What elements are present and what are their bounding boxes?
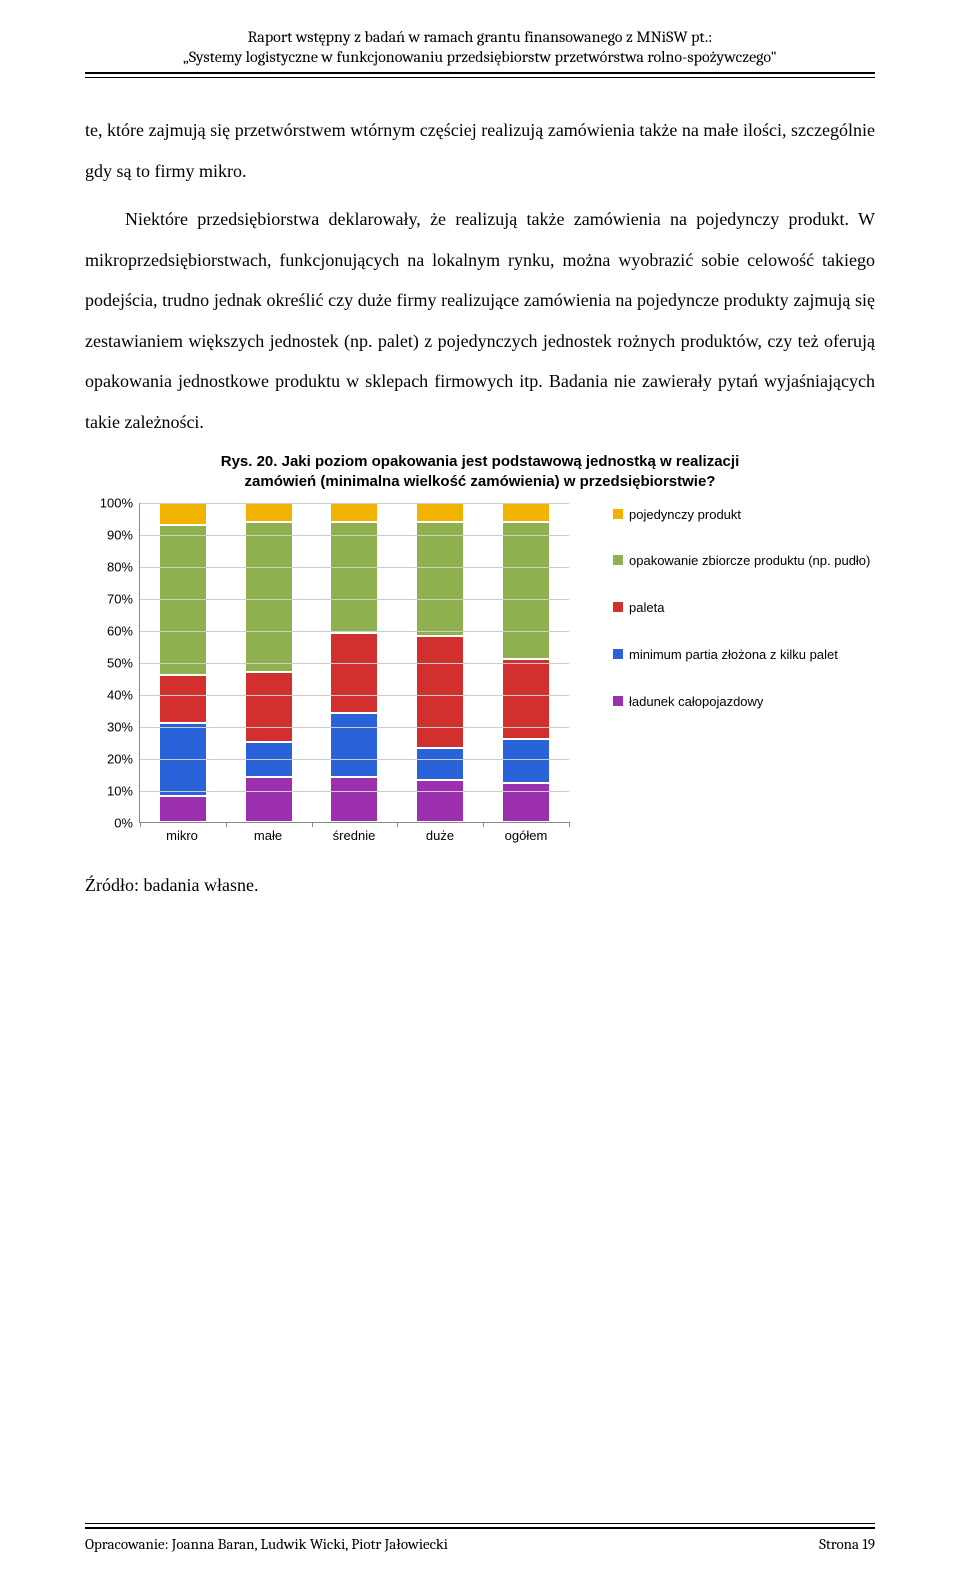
- body-paragraph-2: Niektóre przedsiębiorstwa deklarowały, ż…: [85, 199, 875, 442]
- grid-line: [140, 599, 569, 600]
- grid-line: [140, 503, 569, 504]
- bar-segment: [245, 672, 293, 742]
- y-tick-label: 40%: [107, 687, 133, 702]
- grid-line: [140, 567, 569, 568]
- y-tick-label: 80%: [107, 559, 133, 574]
- bar-segment: [159, 525, 207, 675]
- source-note: Źródło: badania własne.: [85, 875, 875, 896]
- plot-inner: [139, 503, 569, 823]
- legend-swatch: [613, 649, 623, 659]
- x-label: średnie: [324, 828, 384, 843]
- y-tick-label: 90%: [107, 527, 133, 542]
- bar-segment: [416, 780, 464, 821]
- bar-segment: [330, 633, 378, 713]
- grid-line: [140, 695, 569, 696]
- bar-segment: [245, 522, 293, 672]
- x-tick: [483, 822, 484, 827]
- grid-line: [140, 791, 569, 792]
- x-label: duże: [410, 828, 470, 843]
- x-label: małe: [238, 828, 298, 843]
- legend-item: ładunek całopojazdowy: [613, 694, 875, 711]
- legend-label: opakowanie zbiorcze produktu (np. pudło): [629, 553, 875, 570]
- chart-row: 0%10%20%30%40%50%60%70%80%90%100% mikrom…: [85, 503, 875, 863]
- header-line-2: „Systemy logistyczne w funkcjonowaniu pr…: [85, 48, 875, 66]
- legend-item: opakowanie zbiorcze produktu (np. pudło): [613, 553, 875, 570]
- y-tick-label: 60%: [107, 623, 133, 638]
- x-tick: [140, 822, 141, 827]
- bar-segment: [502, 739, 550, 784]
- bar-segment: [159, 796, 207, 822]
- chart-block: Rys. 20. Jaki poziom opakowania jest pod…: [85, 452, 875, 863]
- bar-segment: [159, 503, 207, 525]
- chart-title: Rys. 20. Jaki poziom opakowania jest pod…: [220, 452, 740, 493]
- bar-segment: [330, 522, 378, 634]
- plot-area: 0%10%20%30%40%50%60%70%80%90%100% mikrom…: [85, 503, 585, 863]
- x-tick: [569, 822, 570, 827]
- legend-label: ładunek całopojazdowy: [629, 694, 875, 711]
- y-tick-label: 100%: [100, 495, 133, 510]
- x-label: mikro: [152, 828, 212, 843]
- x-label: ogółem: [496, 828, 556, 843]
- legend-swatch: [613, 509, 623, 519]
- legend-item: minimum partia złożona z kilku palet: [613, 647, 875, 664]
- page-header: Raport wstępny z badań w ramach grantu f…: [85, 0, 875, 78]
- bar-segment: [245, 502, 293, 521]
- bar-segment: [330, 713, 378, 777]
- bar-segment: [416, 636, 464, 748]
- x-tick: [226, 822, 227, 827]
- bar-segment: [330, 777, 378, 822]
- x-tick: [397, 822, 398, 827]
- page-footer: Opracowanie: Joanna Baran, Ludwik Wicki,…: [85, 1523, 875, 1553]
- legend-swatch: [613, 696, 623, 706]
- legend-swatch: [613, 602, 623, 612]
- x-tick: [312, 822, 313, 827]
- x-labels: mikro małe średnie duże ogółem: [139, 828, 569, 843]
- legend: pojedynczy produkt opakowanie zbiorcze pr…: [585, 503, 875, 741]
- bar-segment: [502, 503, 550, 522]
- y-tick-label: 30%: [107, 719, 133, 734]
- y-tick-label: 20%: [107, 751, 133, 766]
- footer-rule: [85, 1523, 875, 1529]
- y-tick-label: 70%: [107, 591, 133, 606]
- bar-segment: [245, 777, 293, 822]
- header-line-1: Raport wstępny z badań w ramach grantu f…: [85, 28, 875, 46]
- bar-segment: [159, 675, 207, 723]
- grid-line: [140, 631, 569, 632]
- grid-line: [140, 663, 569, 664]
- bar-segment: [502, 522, 550, 659]
- grid-line: [140, 535, 569, 536]
- legend-label: pojedynczy produkt: [629, 507, 875, 524]
- legend-swatch: [613, 555, 623, 565]
- footer-right: Strona 19: [819, 1535, 875, 1553]
- legend-item: paleta: [613, 600, 875, 617]
- footer-left: Opracowanie: Joanna Baran, Ludwik Wicki,…: [85, 1535, 448, 1553]
- bar-segment: [502, 783, 550, 821]
- y-axis: 0%10%20%30%40%50%60%70%80%90%100%: [85, 503, 139, 823]
- header-rule: [85, 72, 875, 78]
- y-tick-label: 10%: [107, 783, 133, 798]
- legend-label: paleta: [629, 600, 875, 617]
- bar-segment: [416, 748, 464, 780]
- grid-line: [140, 727, 569, 728]
- legend-item: pojedynczy produkt: [613, 507, 875, 524]
- bar-segment: [330, 503, 378, 522]
- bar-segment: [416, 522, 464, 637]
- y-tick-label: 50%: [107, 655, 133, 670]
- grid-line: [140, 759, 569, 760]
- y-tick-label: 0%: [114, 815, 133, 830]
- bar-segment: [416, 503, 464, 522]
- legend-label: minimum partia złożona z kilku palet: [629, 647, 875, 664]
- body-paragraph-1: te, które zajmują się przetwórstwem wtór…: [85, 110, 875, 191]
